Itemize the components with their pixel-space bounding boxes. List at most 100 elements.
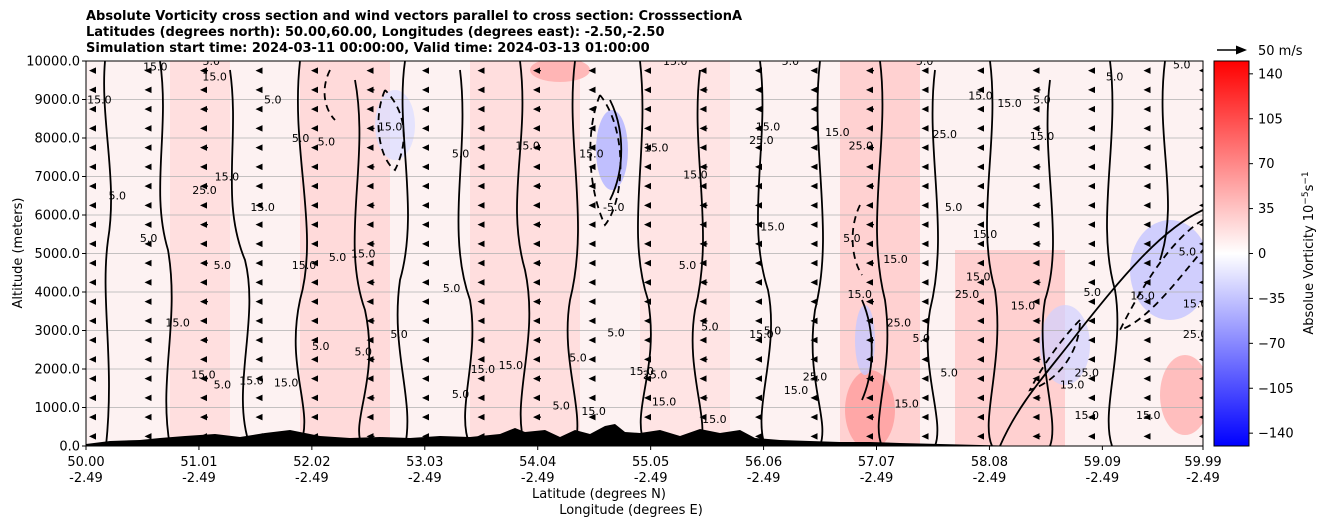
wind-vector-head [200, 298, 207, 305]
wind-vector-head [366, 202, 374, 209]
wind-vector-head [755, 259, 762, 267]
wind-vector-head [311, 163, 318, 171]
wind-vector-head [144, 221, 152, 228]
wind-vector-head [255, 221, 263, 228]
wind-vector-head [755, 202, 762, 209]
colorbar-label-exp1: −5 [1301, 191, 1311, 204]
wind-vector-head [644, 259, 651, 267]
wind-vector-head [588, 182, 596, 190]
wind-vector-head [977, 144, 984, 151]
wind-vector-head [1032, 240, 1040, 248]
wind-vector-head [1143, 182, 1151, 190]
colorbar-tick-label: −105 [1258, 382, 1294, 397]
contour-label: 25.0 [1183, 328, 1208, 341]
wind-vector-head [644, 394, 651, 402]
wind-vector-head [533, 221, 540, 228]
contour-label: 5.0 [764, 324, 782, 337]
wind-vector-head [921, 279, 929, 286]
wind-vector-head [144, 182, 152, 190]
contour-label: 5.0 [140, 232, 158, 245]
wind-vector-head [200, 163, 207, 171]
wind-vector-head [200, 86, 207, 94]
wind-vector-head [866, 67, 873, 74]
wind-vector-head [588, 259, 596, 267]
wind-vector-head [1032, 259, 1040, 267]
wind-vector-head [1199, 145, 1203, 150]
contour-label: 5.0 [329, 251, 347, 264]
contour-line [294, 61, 308, 446]
wind-vector-head [977, 279, 984, 286]
wind-vector-head [588, 105, 596, 113]
wind-vector-head [200, 394, 207, 402]
wind-vector-head [200, 67, 207, 74]
contour-label: 15.0 [215, 170, 240, 183]
x-tick-label-lat: 59.99 [1184, 455, 1221, 470]
wind-vector-head [144, 259, 152, 267]
wind-vector-head [1032, 356, 1040, 363]
contour-label: 15.0 [1074, 409, 1099, 422]
colorbar: 140 105 70 35 0 −35 −70 −105 −140 Absolue Vortic… [1213, 60, 1317, 447]
wind-vector-head [366, 279, 374, 286]
wind-vector-head [755, 298, 762, 305]
wind-vector-head [1032, 144, 1040, 151]
wind-vector-head [477, 317, 485, 325]
wind-vector-head [1199, 184, 1203, 188]
wind-vector-head [89, 202, 96, 209]
wind-vector-head [1199, 203, 1203, 208]
wind-vector-head [366, 394, 374, 402]
contour-labels: 15.05.05.015.015.015.025.015.05.05.015.0… [87, 59, 1208, 426]
wind-vector-head [144, 163, 152, 171]
wind-vector-head [144, 125, 152, 132]
wind-vector-head [755, 356, 762, 363]
contour-line [1159, 61, 1169, 261]
wind-vector-head [311, 394, 318, 402]
chart-title-line-1: Absolute Vorticity cross section and win… [86, 9, 742, 24]
colorbar-label-base: Absolue Vorticity 10 [1302, 205, 1317, 335]
wind-vector-head [1199, 357, 1203, 362]
wind-vector-head [810, 336, 818, 344]
wind-vector-head [533, 375, 540, 382]
contour-label: 5.0 [452, 147, 470, 160]
wind-vector-head [866, 182, 873, 190]
colorbar-tick-label: −70 [1258, 337, 1285, 352]
y-tick-label: 1000.0 [35, 401, 81, 416]
wind-vector-head [1088, 317, 1095, 325]
contour-label: 5.0 [318, 136, 336, 149]
plot-area: 15.05.05.015.015.015.025.015.05.05.015.0… [85, 59, 1208, 447]
contour-label: 5.0 [945, 201, 963, 214]
wind-vector-head [644, 105, 651, 113]
y-axis-label: Altitude (meters) [11, 198, 26, 309]
wind-vector-head [1199, 242, 1203, 246]
x-tick-label-lon: -2.49 [1186, 471, 1220, 486]
wind-vector-head [255, 86, 263, 94]
wind-vector-head [422, 259, 429, 267]
wind-vector-head [1032, 298, 1040, 305]
wind-vector-head [1088, 125, 1095, 132]
wind-vectors [89, 67, 1203, 440]
contour-line [159, 61, 173, 446]
wind-vector-head [144, 394, 152, 402]
wind-vector-head [588, 221, 596, 228]
wind-vector-head [644, 240, 651, 248]
contour-label: 5.0 [1179, 245, 1197, 258]
wind-vector-head [1088, 413, 1095, 421]
wind-vector-head [921, 144, 929, 151]
wind-vector-head [533, 413, 540, 421]
contour-line [926, 69, 939, 446]
contour-label: 15.0 [1030, 130, 1055, 143]
wind-vector-head [810, 144, 818, 151]
contour-line [103, 61, 112, 446]
wind-vector-head [89, 298, 96, 305]
contour-label: 5.0 [1173, 59, 1191, 72]
contour-label: 15.0 [894, 398, 919, 411]
contour-label: 25.0 [887, 317, 912, 330]
wind-vector-head [699, 375, 707, 382]
wind-vector-head [810, 163, 818, 171]
wind-vector-head [810, 86, 818, 94]
wind-vector-head [533, 279, 540, 286]
wind-vector-head [1088, 375, 1095, 382]
x-tick-label-lon: -2.49 [521, 471, 555, 486]
wind-vector-head [1088, 298, 1095, 305]
wind-vector-head [755, 105, 762, 113]
colorbar-label: Absolue Vorticity 10−5s−1 [1301, 171, 1317, 334]
